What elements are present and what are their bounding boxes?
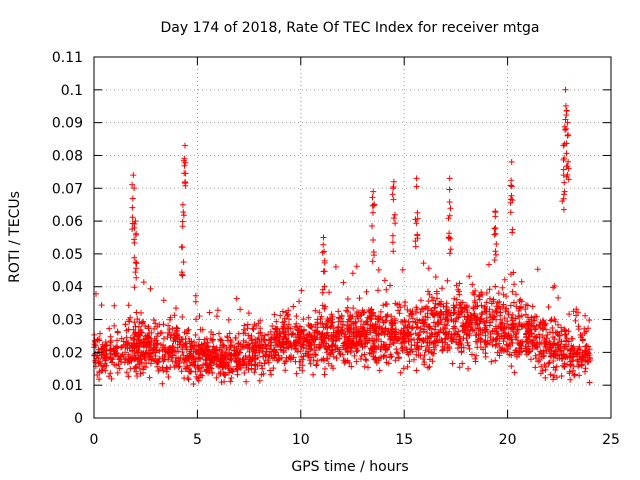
data-points xyxy=(91,86,594,387)
y-tick-label: 0.01 xyxy=(52,378,83,394)
y-tick-label: 0.07 xyxy=(52,181,83,197)
y-tick-label: 0.11 xyxy=(52,50,83,66)
x-tick-label: 15 xyxy=(395,432,413,448)
chart-title: Day 174 of 2018, Rate Of TEC Index for r… xyxy=(161,20,540,36)
x-tick-label: 20 xyxy=(499,432,517,448)
y-tick-label: 0.08 xyxy=(52,148,83,164)
x-tick-label: 0 xyxy=(90,432,99,448)
y-axis-label: ROTI / TECUs xyxy=(7,191,23,283)
x-tick-label: 10 xyxy=(292,432,310,448)
x-axis-label: GPS time / hours xyxy=(291,459,408,475)
x-tick-label: 25 xyxy=(602,432,620,448)
x-tick-label: 5 xyxy=(193,432,202,448)
y-tick-label: 0.04 xyxy=(52,280,83,296)
y-tick-label: 0.05 xyxy=(52,247,83,263)
axis-ticks: 0 0.01 0.02 0.03 0.04 0.05 0.06 0.07 0.08 0.09 0.1… xyxy=(52,50,620,448)
plot-frame xyxy=(93,56,612,419)
y-tick-label: 0.1 xyxy=(61,83,83,99)
y-tick-label: 0 xyxy=(74,411,83,427)
y-tick-label: 0.06 xyxy=(52,214,83,230)
y-tick-label: 0.03 xyxy=(52,313,83,329)
roti-point-markers xyxy=(91,86,594,387)
y-tick-label: 0.09 xyxy=(52,116,83,132)
y-tick-label: 0.02 xyxy=(52,345,83,361)
